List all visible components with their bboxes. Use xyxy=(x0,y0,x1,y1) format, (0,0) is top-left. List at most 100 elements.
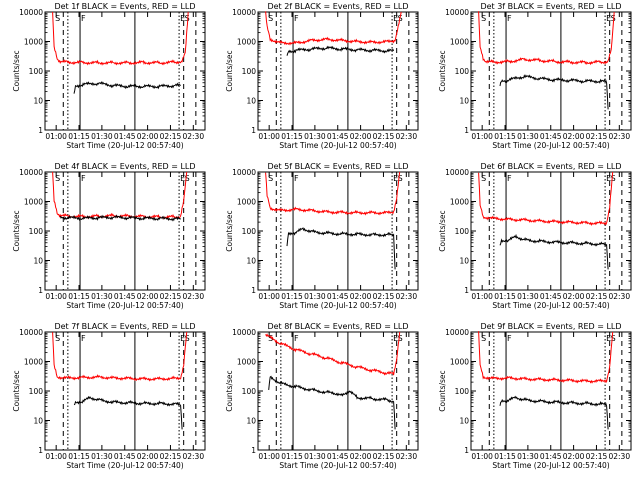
series-black-line xyxy=(268,375,396,430)
event-marker: E xyxy=(606,174,611,183)
event-marker: E xyxy=(180,334,185,343)
chart-panel-4: Det 4f BLACK = Events, RED = LLD 1 10 100 10… xyxy=(12,162,206,310)
plot-frame xyxy=(257,171,419,291)
y-axis-label: Counts/sec xyxy=(438,370,447,411)
y-tick-label: 100 xyxy=(455,387,470,396)
y-tick-label: 1 xyxy=(251,446,256,455)
x-tick-label: 01:00 xyxy=(45,452,67,461)
x-tick-label: 01:45 xyxy=(114,292,136,301)
chart-title: Det 3f BLACK = Events, RED = LLD xyxy=(480,2,621,11)
x-tick-label: 02:15 xyxy=(373,292,395,301)
event-marker: F xyxy=(507,14,512,23)
x-tick-label: 02:15 xyxy=(586,132,608,141)
series-black-line xyxy=(286,45,395,56)
x-tick-label: 02:15 xyxy=(160,292,182,301)
y-tick-label: 1 xyxy=(464,126,469,135)
x-tick-label: 01:30 xyxy=(91,452,113,461)
x-tick-label: 01:15 xyxy=(68,132,90,141)
x-tick-label: 01:45 xyxy=(327,132,349,141)
y-tick-label: 10 xyxy=(246,97,256,106)
y-tick-label: 100 xyxy=(29,67,44,76)
x-tick-label: 02:15 xyxy=(160,452,182,461)
event-marker: F xyxy=(81,334,86,343)
event-marker: F xyxy=(294,14,299,23)
y-tick-label: 10000 xyxy=(445,168,469,177)
y-axis-label: Counts/sec xyxy=(225,210,234,251)
y-tick-label: 1000 xyxy=(450,198,469,207)
x-tick-label: 01:00 xyxy=(471,452,493,461)
y-tick-label: 1000 xyxy=(237,198,256,207)
series-red-line xyxy=(478,171,614,226)
x-axis-label: Start Time (20-Jul-12 00:57:40) xyxy=(66,461,183,470)
chart-panel-1: Det 1f BLACK = Events, RED = LLD 1 10 100 10… xyxy=(12,2,206,150)
plot-frame xyxy=(44,331,206,451)
y-tick-label: 10000 xyxy=(19,168,43,177)
chart-title: Det 1f BLACK = Events, RED = LLD xyxy=(54,2,195,11)
y-tick-label: 1000 xyxy=(24,358,43,367)
chart-title: Det 4f BLACK = Events, RED = LLD xyxy=(54,162,195,171)
x-tick-label: 02:30 xyxy=(608,132,630,141)
x-tick-label: 02:30 xyxy=(395,292,417,301)
x-tick-label: 01:45 xyxy=(327,292,349,301)
series-red-line xyxy=(478,331,614,384)
series-red-line xyxy=(265,331,401,376)
event-marker: F xyxy=(294,174,299,183)
y-tick-label: 1 xyxy=(38,286,43,295)
series-black-line xyxy=(73,81,181,94)
event-marker: S xyxy=(185,174,190,183)
y-axis-label: Counts/sec xyxy=(225,370,234,411)
x-tick-label: 02:00 xyxy=(563,132,585,141)
x-tick-label: 01:30 xyxy=(304,292,326,301)
x-tick-label: 01:45 xyxy=(540,292,562,301)
x-axis-label: Start Time (20-Jul-12 00:57:40) xyxy=(66,301,183,310)
y-tick-label: 10 xyxy=(33,417,43,426)
x-tick-label: 02:00 xyxy=(350,132,372,141)
series-black-line xyxy=(286,227,396,270)
x-tick-label: 02:15 xyxy=(160,132,182,141)
x-tick-label: 02:15 xyxy=(586,452,608,461)
x-tick-label: 01:30 xyxy=(517,292,539,301)
x-tick-label: 01:30 xyxy=(304,452,326,461)
x-tick-label: 01:00 xyxy=(471,132,493,141)
y-tick-label: 10 xyxy=(33,257,43,266)
event-marker: F xyxy=(81,14,86,23)
plot-frame xyxy=(257,11,419,131)
x-tick-label: 02:30 xyxy=(182,292,204,301)
y-axis-label: Counts/sec xyxy=(12,370,21,411)
plot-frame xyxy=(470,331,632,451)
y-axis-label: Counts/sec xyxy=(12,210,21,251)
x-axis-label: Start Time (20-Jul-12 00:57:40) xyxy=(492,301,609,310)
y-tick-label: 1000 xyxy=(24,198,43,207)
y-tick-label: 100 xyxy=(242,227,257,236)
x-tick-label: 01:30 xyxy=(517,132,539,141)
event-marker: S xyxy=(185,334,190,343)
event-marker: E xyxy=(606,14,611,23)
y-axis-label: Counts/sec xyxy=(12,50,21,91)
x-axis-label: Start Time (20-Jul-12 00:57:40) xyxy=(279,461,396,470)
x-tick-label: 02:30 xyxy=(395,132,417,141)
series-black-line xyxy=(59,214,181,222)
series-red-line xyxy=(478,11,615,66)
y-tick-label: 1 xyxy=(38,446,43,455)
event-marker: F xyxy=(507,334,512,343)
y-tick-label: 100 xyxy=(242,387,257,396)
y-tick-label: 1000 xyxy=(450,38,469,47)
event-marker: S xyxy=(55,14,60,23)
chart-title: Det 2f BLACK = Events, RED = LLD xyxy=(267,2,408,11)
y-tick-label: 1 xyxy=(464,446,469,455)
event-marker: S xyxy=(481,334,486,343)
y-tick-label: 1000 xyxy=(24,38,43,47)
chart-title: Det 6f BLACK = Events, RED = LLD xyxy=(480,162,621,171)
y-tick-label: 1000 xyxy=(237,38,256,47)
event-marker: S xyxy=(611,334,616,343)
y-tick-label: 10000 xyxy=(232,328,256,337)
chart-title: Det 8f BLACK = Events, RED = LLD xyxy=(267,322,408,331)
event-marker: S xyxy=(398,174,403,183)
plot-frame xyxy=(44,11,206,131)
series-black-line xyxy=(73,395,183,430)
series-black-line xyxy=(499,395,609,430)
x-tick-label: 01:00 xyxy=(258,452,280,461)
x-tick-label: 01:00 xyxy=(258,132,280,141)
y-tick-label: 10000 xyxy=(232,8,256,17)
